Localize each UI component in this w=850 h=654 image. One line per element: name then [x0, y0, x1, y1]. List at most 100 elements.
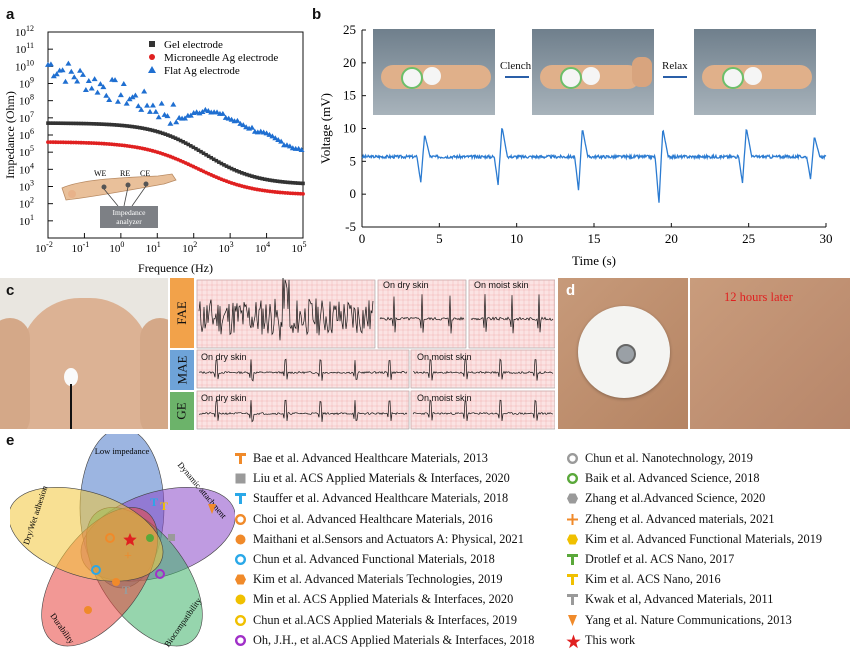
flat-ag-point	[149, 102, 156, 108]
y-tick-label: 25	[343, 22, 356, 37]
gel-point	[56, 121, 60, 126]
y-tick-label: 1010	[15, 58, 34, 73]
flat-ag-point	[187, 112, 194, 118]
ring-icon	[234, 553, 247, 566]
gel-point	[209, 155, 213, 160]
gel-point	[196, 148, 201, 153]
hexagon-icon	[234, 573, 247, 586]
gel-point	[99, 122, 104, 126]
flat-ag-point	[167, 120, 174, 126]
flat-ag-point	[91, 76, 98, 82]
y-axis-label: Voltage (mV)	[318, 93, 333, 164]
reference-text: Yang et al. Nature Communications, 2013	[585, 612, 792, 627]
flat-ag-point	[106, 96, 113, 102]
reference-text: This work	[585, 632, 636, 647]
flat-ag-point	[141, 88, 148, 94]
gel-point	[87, 121, 91, 126]
reference-item: Yang et al. Nature Communications, 2013	[566, 613, 792, 628]
gel-point	[46, 121, 50, 125]
legend-entry: Flat Ag electrode	[164, 65, 240, 77]
gel-point	[224, 164, 229, 168]
gel-point	[191, 145, 196, 150]
gel-point	[285, 180, 290, 185]
flat-ag-point	[234, 117, 241, 123]
gel-point	[64, 121, 68, 126]
fae-moist-trace	[470, 294, 554, 334]
gel-point	[293, 181, 298, 185]
fae-dry-trace	[379, 294, 465, 334]
reference-text: Liu et al. ACS Applied Materials & Inter…	[253, 471, 510, 486]
x-tick-label: 15	[588, 231, 601, 246]
gel-point	[255, 175, 259, 180]
reference-text: Kim et al. Advanced Materials Technologi…	[253, 572, 503, 587]
x-tick-label: 105	[292, 240, 307, 255]
panel-label-c: c	[6, 282, 15, 299]
gel-point	[58, 121, 63, 126]
gel-point	[178, 138, 183, 143]
x-tick-label: 30	[820, 231, 833, 246]
flat-ag-point	[249, 124, 255, 130]
t-icon	[234, 492, 247, 505]
flat-ag-point	[275, 136, 282, 142]
gel-point	[74, 121, 78, 126]
y-tick-label: 10	[343, 121, 356, 136]
gel-point	[296, 181, 300, 185]
marker	[84, 606, 92, 614]
y-tick-label: 105	[19, 144, 34, 159]
reference-text: Oh, J.H., et al.ACS Applied Materials & …	[253, 632, 535, 647]
gel-point	[97, 122, 101, 126]
gel-point	[89, 121, 94, 126]
marker: +	[124, 549, 132, 564]
reference-text: Chun et al. Nanotechnology, 2019	[585, 451, 753, 465]
flat-ag-point	[112, 77, 119, 83]
gel-point	[189, 144, 193, 148]
gel-point	[245, 172, 249, 177]
reference-text: Maithani et al.Sensors and Actuators A: …	[253, 531, 524, 546]
mae-moist-trace	[413, 358, 554, 381]
star-icon	[566, 634, 581, 648]
y-tick-label: 20	[343, 55, 356, 70]
marker	[146, 534, 154, 542]
gel-point	[94, 122, 99, 126]
reference-item: Maithani et al.Sensors and Actuators A: …	[234, 532, 524, 547]
gel-point	[260, 176, 264, 181]
panel-label-a: a	[6, 6, 15, 23]
gel-point	[201, 151, 206, 156]
gel-point	[53, 121, 58, 125]
flat-ag-point	[103, 92, 110, 98]
reference-text: Kwak et al, Advanced Materials, 2011	[585, 592, 774, 607]
fae-noise-grid	[196, 279, 376, 349]
gel-point	[166, 133, 170, 137]
gel-point	[270, 178, 275, 183]
gel-point	[117, 123, 122, 128]
flat-ag-point	[117, 92, 124, 98]
arm-photo-2	[532, 29, 654, 115]
gel-point	[252, 175, 257, 179]
gel-point	[204, 152, 208, 157]
x-tick-label: 103	[219, 240, 234, 255]
gel-point	[102, 122, 106, 127]
gel-point	[163, 132, 168, 136]
t-icon	[566, 573, 579, 586]
x-tick-label: 104	[255, 240, 270, 255]
reference-item: Bae et al. Advanced Healthcare Materials…	[234, 451, 488, 466]
fae-moist-grid	[468, 279, 555, 349]
arrow-icon	[663, 76, 687, 78]
y-tick-label: 15	[343, 88, 356, 103]
reference-text: Drotlef et al. ACS Nano, 2017	[585, 552, 735, 566]
gel-point	[81, 121, 86, 126]
panel-label-e: e	[6, 432, 15, 449]
tab-mae: MAE	[170, 350, 194, 390]
mae-dry-label: On dry skin	[201, 352, 247, 362]
gel-point	[71, 121, 76, 126]
ge-moist-trace	[412, 399, 554, 422]
flat-ag-point	[298, 146, 305, 152]
reference-item: Min et al. ACS Applied Materials & Inter…	[234, 592, 513, 607]
gel-point	[247, 173, 252, 178]
this-work-star-icon	[123, 533, 137, 546]
fae-dry-label: On dry skin	[383, 280, 429, 290]
gel-point	[262, 177, 267, 182]
flat-ag-point	[219, 110, 226, 116]
venn-petal	[10, 486, 164, 582]
panel-label-d: d	[566, 282, 576, 299]
